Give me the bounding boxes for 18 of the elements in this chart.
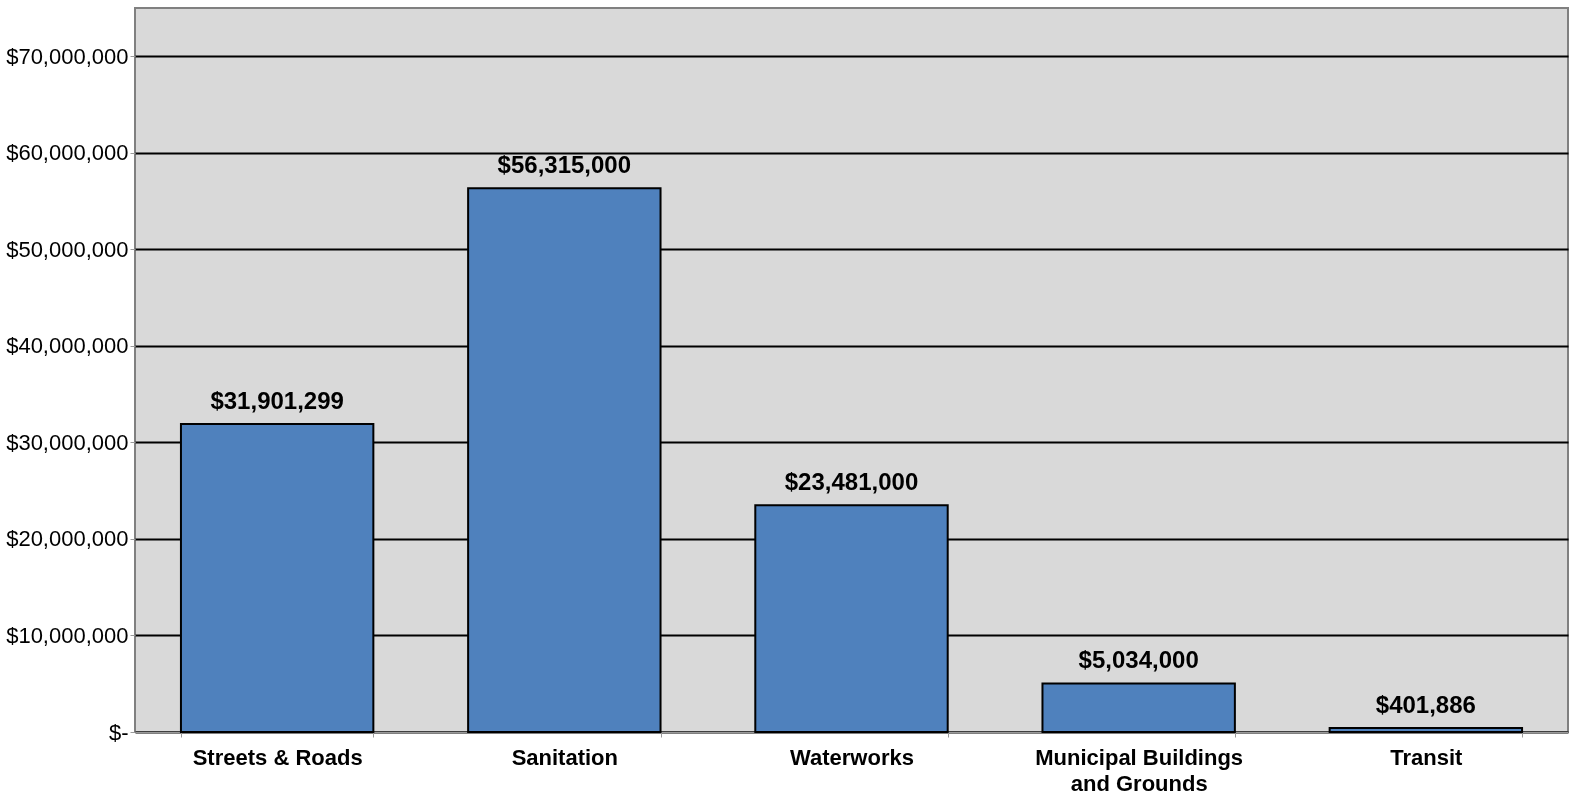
x-tick-label: Streets & Roads bbox=[192, 744, 363, 770]
y-tick-label: $- bbox=[108, 719, 129, 745]
y-tick-label: $50,000,000 bbox=[6, 236, 129, 262]
y-tick-label: $70,000,000 bbox=[6, 43, 129, 69]
x-tick-label: Waterworks bbox=[790, 744, 914, 770]
data-label: $31,901,299 bbox=[210, 387, 344, 415]
data-label: $23,481,000 bbox=[784, 468, 919, 496]
y-tick-label: $40,000,000 bbox=[6, 333, 129, 359]
y-tick-label: $60,000,000 bbox=[6, 140, 129, 166]
data-label: $401,886 bbox=[1375, 691, 1476, 719]
y-tick-label: $30,000,000 bbox=[6, 429, 129, 455]
y-tick-label: $10,000,000 bbox=[6, 622, 129, 648]
x-tick-label: Municipal Buildings and Grounds bbox=[1035, 744, 1244, 796]
x-tick-label: Transit bbox=[1390, 744, 1464, 770]
data-label: $56,315,000 bbox=[497, 151, 632, 179]
x-tick-label: Sanitation bbox=[511, 744, 618, 770]
data-label: $5,034,000 bbox=[1078, 646, 1199, 674]
y-tick-label: $20,000,000 bbox=[6, 526, 129, 552]
